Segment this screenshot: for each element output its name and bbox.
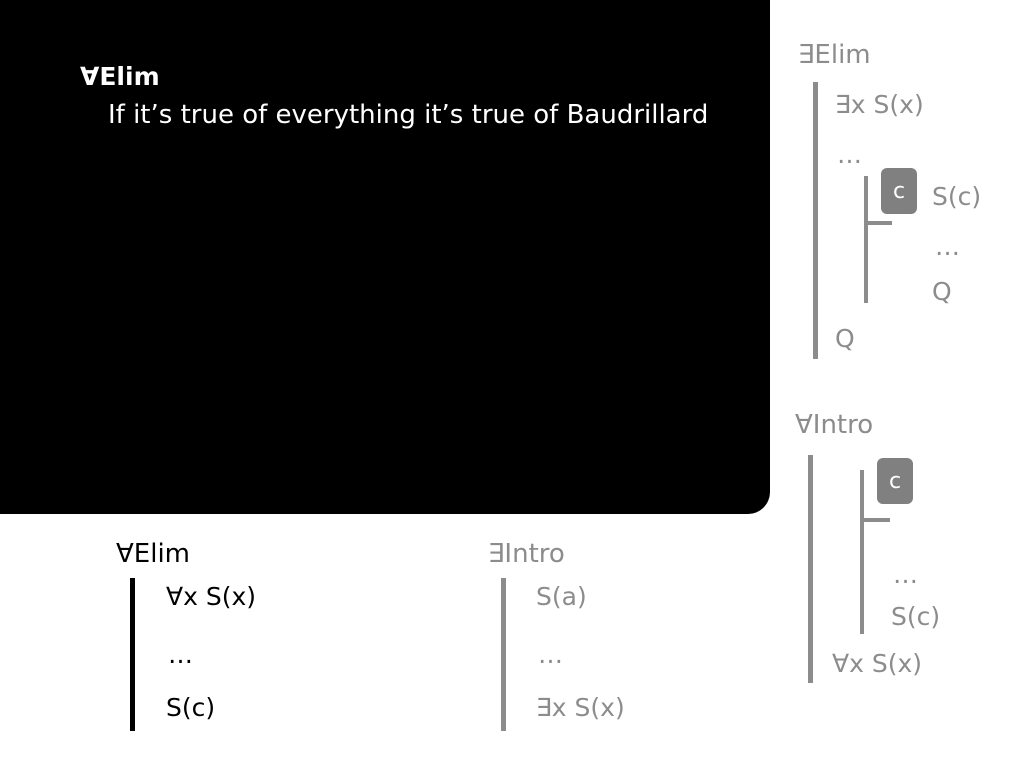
exists-elim-heading: ∃Elim — [798, 40, 871, 70]
exists-intro-scope-line — [501, 578, 506, 731]
exists-elim-boxed-constant: c — [881, 168, 917, 214]
exists-elim-subproof-hook — [864, 221, 892, 225]
exists-elim-dots: … — [837, 140, 862, 169]
forall-intro-boxed-constant: c — [877, 458, 913, 504]
exists-elim-premise: ∃x S(x) — [835, 90, 924, 119]
exists-intro-conclusion: ∃x S(x) — [536, 693, 625, 722]
exists-elim-scope-line — [813, 82, 818, 359]
forall-intro-scope-line — [808, 455, 813, 683]
exists-elim-sub-assumption: S(c) — [932, 182, 982, 211]
forall-intro-heading: ∀Intro — [795, 410, 874, 440]
panel-title: ∀Elim — [80, 62, 160, 91]
forall-elim-scope-line — [130, 578, 135, 731]
forall-elim-dots: … — [168, 640, 193, 669]
forall-intro-conclusion: ∀x S(x) — [832, 649, 923, 678]
exists-intro-heading: ∃Intro — [488, 539, 565, 569]
exists-intro-premise: S(a) — [536, 582, 587, 611]
forall-intro-subproof-hook — [860, 518, 890, 522]
exists-elim-sub-dots: … — [935, 232, 960, 261]
forall-elim-heading: ∀Elim — [116, 539, 190, 569]
rule-description-panel: ∀Elim If it’s true of everything it’s tr… — [0, 0, 770, 514]
forall-intro-sub-conclusion: S(c) — [891, 602, 941, 631]
forall-elim-conclusion: S(c) — [166, 693, 216, 722]
exists-elim-sub-conclusion: Q — [932, 277, 952, 306]
forall-elim-premise: ∀x S(x) — [166, 582, 257, 611]
forall-intro-subproof-line — [860, 470, 864, 634]
exists-intro-dots: … — [538, 640, 563, 669]
forall-intro-sub-dots: … — [893, 560, 918, 589]
panel-description: If it’s true of everything it’s true of … — [108, 100, 709, 130]
exists-elim-subproof-line — [864, 176, 868, 303]
exists-elim-conclusion: Q — [835, 324, 855, 353]
